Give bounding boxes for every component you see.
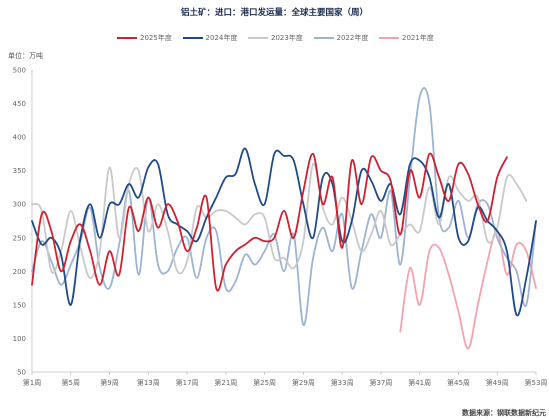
legend-swatch (313, 37, 334, 39)
x-tick-label: 第21周 (214, 378, 237, 387)
y-tick-label: 300 (13, 201, 26, 209)
x-tick-label: 第5周 (62, 378, 80, 387)
legend: 2025年度 2024年度 2023年度 2022年度 2021年度 (117, 33, 445, 43)
x-tick-label: 第45周 (447, 378, 470, 387)
x-tick-label: 第1周 (23, 378, 41, 387)
legend-label: 2022年度 (336, 34, 369, 42)
legend-item-2021: 2021年度 (379, 33, 445, 43)
legend-swatch (379, 37, 399, 39)
legend-label: 2024年度 (205, 34, 238, 42)
y-tick-label: 450 (13, 100, 26, 108)
source-note: 数据来源：钢联数据新纪元 (462, 409, 546, 417)
x-tick-label: 第53周 (525, 378, 548, 387)
series-line-2021 (399, 230, 537, 350)
y-tick-label: 500 (13, 67, 26, 75)
legend-swatch (182, 37, 203, 39)
x-tick-label: 第9周 (100, 378, 118, 387)
y-tick-label: 200 (13, 268, 26, 276)
legend-swatch (117, 37, 137, 39)
y-axis-unit-label: 单位：万吨 (8, 52, 43, 60)
x-tick-label: 第25周 (253, 378, 276, 387)
y-tick-label: 50 (17, 369, 26, 377)
legend-label: 2023年度 (271, 34, 303, 42)
legend-item-2024: 2024年度 (182, 33, 249, 43)
y-tick-label: 400 (13, 134, 26, 142)
y-tick-label: 150 (13, 301, 26, 309)
legend-swatch (248, 37, 268, 39)
x-tick-label: 第13周 (137, 378, 160, 387)
legend-label: 2021年度 (402, 34, 434, 42)
series-line-2022 (31, 87, 537, 326)
y-tick-label: 100 (13, 335, 26, 343)
y-tick-label: 250 (13, 234, 26, 242)
legend-item-2023: 2023年度 (248, 33, 314, 43)
legend-item-2025: 2025年度 (117, 33, 183, 43)
x-tick-label: 第17周 (176, 378, 199, 387)
x-tick-label: 第33周 (331, 378, 354, 387)
series-line-2025 (31, 152, 508, 292)
legend-item-2022: 2022年度 (313, 33, 380, 43)
x-tick-label: 第41周 (408, 378, 431, 387)
x-tick-label: 第29周 (292, 378, 315, 387)
x-tick-label: 第49周 (486, 378, 509, 387)
series-line-2024 (31, 147, 537, 317)
x-tick-label: 第37周 (369, 378, 392, 387)
chart-title: 铝土矿：进口：港口发运量：全球主要国家（周） (180, 8, 368, 18)
y-tick-label: 350 (13, 167, 26, 175)
legend-label: 2025年度 (140, 34, 172, 42)
